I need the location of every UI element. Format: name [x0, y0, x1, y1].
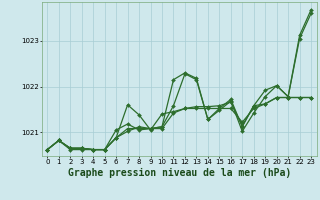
X-axis label: Graphe pression niveau de la mer (hPa): Graphe pression niveau de la mer (hPa) — [68, 168, 291, 178]
